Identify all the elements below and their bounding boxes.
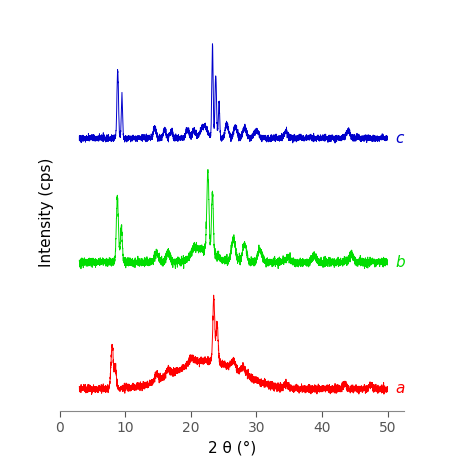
Text: c: c xyxy=(395,131,404,146)
Text: b: b xyxy=(395,255,405,269)
Text: a: a xyxy=(395,381,405,396)
X-axis label: 2 θ (°): 2 θ (°) xyxy=(207,441,256,456)
Y-axis label: Intensity (cps): Intensity (cps) xyxy=(39,158,54,267)
